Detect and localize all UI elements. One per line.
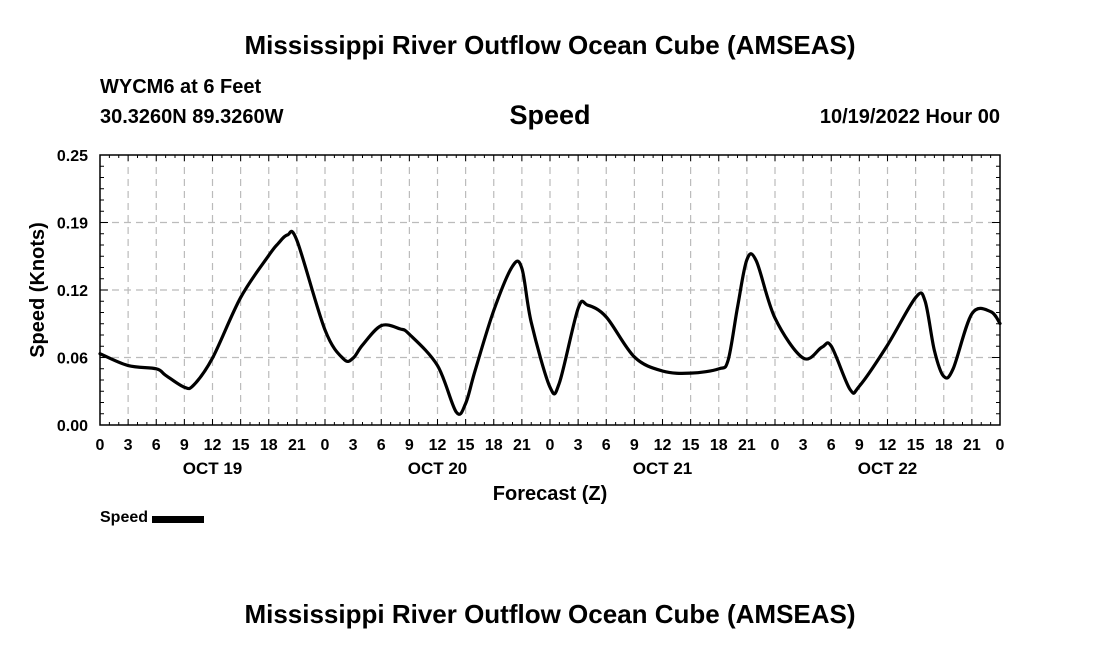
speed-series-line	[98, 229, 1002, 416]
x-tick-label: 3	[349, 437, 358, 454]
y-tick-label: 0.12	[57, 283, 88, 300]
x-tick-label: 6	[152, 437, 161, 454]
legend: Speed	[100, 509, 205, 527]
day-label: OCT 19	[183, 459, 243, 478]
x-tick-label: 9	[855, 437, 864, 454]
plot-frame	[99, 154, 1001, 426]
day-label: OCT 21	[633, 459, 693, 478]
x-tick-label: 15	[457, 437, 475, 454]
legend-label: Speed	[100, 509, 149, 526]
x-tick-label: 6	[602, 437, 611, 454]
x-tick-label: 3	[799, 437, 808, 454]
x-tick-label: 15	[682, 437, 700, 454]
x-tick-label: 0	[546, 437, 555, 454]
day-label: OCT 22	[858, 459, 918, 478]
x-tick-label: 21	[963, 437, 981, 454]
x-tick-label: 21	[288, 437, 306, 454]
x-tick-label: 6	[827, 437, 836, 454]
x-tick-label: 12	[204, 437, 222, 454]
x-tick-label: 12	[879, 437, 897, 454]
x-tick-label: 0	[96, 437, 105, 454]
y-tick-label: 0.00	[57, 418, 88, 435]
legend-swatch	[152, 515, 205, 523]
x-tick-label: 9	[180, 437, 189, 454]
x-tick-label: 0	[996, 437, 1005, 454]
x-tick-label: 18	[485, 437, 503, 454]
x-tick-label: 18	[260, 437, 278, 454]
x-tick-label: 6	[377, 437, 386, 454]
y-tick-label: 0.06	[57, 351, 88, 368]
x-axis-label: Forecast (Z)	[493, 483, 607, 505]
x-tick-label: 3	[574, 437, 583, 454]
tick-labels: 0 3 6 9 12 15 18 21 0 3 6 9 12 15 18 21 0 3 6 9 12 15 18 21 0 3 6 9…	[57, 148, 1005, 478]
day-label: OCT 20	[408, 459, 468, 478]
chart-title: Mississippi River Outflow Ocean Cube (AM…	[244, 30, 856, 60]
x-tick-label: 15	[232, 437, 250, 454]
x-tick-label: 12	[654, 437, 672, 454]
forecast-datetime: 10/19/2022 Hour 00	[819, 106, 1000, 128]
x-tick-label: 18	[710, 437, 728, 454]
footer-title: Mississippi River Outflow Ocean Cube (AM…	[244, 599, 856, 629]
y-tick-label: 0.19	[57, 216, 88, 233]
x-tick-label: 18	[935, 437, 953, 454]
series	[98, 229, 1002, 416]
y-tick-label: 0.25	[57, 148, 88, 165]
x-tick-label: 12	[429, 437, 447, 454]
x-tick-label: 9	[630, 437, 639, 454]
x-tick-label: 15	[907, 437, 925, 454]
x-tick-label: 0	[771, 437, 780, 454]
x-tick-label: 0	[321, 437, 330, 454]
grid	[100, 155, 1000, 425]
x-tick-label: 21	[513, 437, 531, 454]
x-tick-label: 21	[738, 437, 756, 454]
station-label: WYCM6 at 6 Feet	[100, 76, 262, 98]
y-axis-label: Speed (Knots)	[27, 222, 49, 358]
x-tick-label: 3	[124, 437, 133, 454]
chart-subtitle: Speed	[509, 100, 591, 130]
x-tick-label: 9	[405, 437, 414, 454]
coordinates-label: 30.3260N 89.3260W	[100, 106, 284, 128]
